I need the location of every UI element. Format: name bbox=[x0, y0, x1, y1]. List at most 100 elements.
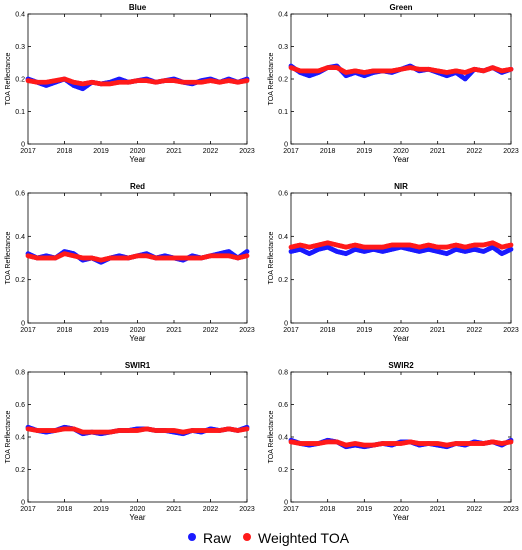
x-tick-label: 2019 bbox=[93, 148, 109, 155]
x-tick-label: 2018 bbox=[57, 506, 73, 513]
plot-frame bbox=[290, 13, 512, 145]
y-tick-label: 0.4 bbox=[15, 12, 25, 19]
x-tick-label: 2022 bbox=[203, 327, 219, 334]
x-tick-label: 2022 bbox=[467, 148, 483, 155]
panel-nir: NIR 2017 2018 2019 2020 2021 2022 2023 0 0.2 0.4 0.… bbox=[268, 182, 519, 343]
y-tick-label: 0.2 bbox=[15, 77, 25, 84]
y-axis-label: TOA Reflectance bbox=[268, 232, 275, 285]
x-tick-label: 2022 bbox=[203, 506, 219, 513]
plot-frame bbox=[290, 371, 512, 503]
x-tick-label: 2020 bbox=[393, 506, 409, 513]
x-tick-label: 2020 bbox=[130, 327, 146, 334]
y-tick-label: 0.4 bbox=[15, 435, 25, 442]
y-tick-label: 0.4 bbox=[278, 435, 288, 442]
x-tick-label: 2021 bbox=[166, 327, 182, 334]
x-tick-label: 2022 bbox=[203, 148, 219, 155]
raw-legend-marker bbox=[188, 533, 196, 541]
x-tick-label: 2023 bbox=[239, 327, 255, 334]
y-tick-label: 0.1 bbox=[278, 109, 288, 116]
y-tick-label: 0.1 bbox=[15, 109, 25, 116]
y-tick-label: 0.8 bbox=[278, 370, 288, 377]
series-weighted-toa bbox=[288, 65, 514, 75]
y-tick-label: 0 bbox=[21, 142, 25, 149]
panel-swir2: SWIR2 2017 2018 2019 2020 2021 2022 2023 0 0.2 0.4… bbox=[268, 361, 519, 522]
y-axis-label: TOA Reflectance bbox=[5, 232, 12, 285]
x-tick-label: 2017 bbox=[20, 327, 36, 334]
series-weighted-toa bbox=[25, 76, 250, 87]
x-tick-label: 2021 bbox=[166, 506, 182, 513]
y-tick-label: 0.6 bbox=[278, 191, 288, 198]
y-tick-label: 0.2 bbox=[278, 277, 288, 284]
raw-point bbox=[508, 246, 514, 252]
x-axis-label: Year bbox=[129, 334, 146, 343]
x-tick-label: 2023 bbox=[503, 506, 519, 513]
y-axis-label: TOA Reflectance bbox=[268, 411, 275, 464]
x-tick-label: 2020 bbox=[130, 506, 146, 513]
x-tick-label: 2017 bbox=[283, 327, 299, 334]
series-weighted-toa bbox=[25, 426, 250, 435]
x-axis-label: Year bbox=[393, 155, 410, 164]
y-axis-label: TOA Reflectance bbox=[5, 411, 12, 464]
x-tick-label: 2018 bbox=[320, 506, 336, 513]
y-tick-label: 0.4 bbox=[278, 12, 288, 19]
weighted-legend-label: Weighted TOA bbox=[258, 530, 350, 546]
figure-canvas: Blue 2017 2018 2019 2020 2021 2022 2023 0 0.1 0.2 0… bbox=[5, 3, 519, 522]
y-tick-label: 0 bbox=[284, 142, 288, 149]
x-tick-label: 2017 bbox=[283, 148, 299, 155]
plot-frame bbox=[27, 371, 248, 503]
x-tick-label: 2021 bbox=[430, 327, 446, 334]
x-tick-label: 2018 bbox=[57, 148, 73, 155]
series-weighted-toa bbox=[288, 240, 514, 250]
y-axis-label: TOA Reflectance bbox=[5, 53, 12, 106]
panel-title: SWIR1 bbox=[125, 361, 151, 370]
x-tick-label: 2017 bbox=[20, 148, 36, 155]
panel-title: NIR bbox=[394, 182, 408, 191]
y-tick-label: 0.3 bbox=[15, 44, 25, 51]
x-tick-label: 2018 bbox=[320, 327, 336, 334]
panel-green: Green 2017 2018 2019 2020 2021 2022 2023 0 0.1 0.2… bbox=[268, 3, 519, 164]
series-weighted-toa bbox=[288, 439, 514, 448]
x-tick-label: 2023 bbox=[239, 148, 255, 155]
weighted-point bbox=[508, 66, 514, 72]
x-tick-label: 2023 bbox=[503, 148, 519, 155]
x-axis-label: Year bbox=[393, 334, 410, 343]
x-tick-label: 2021 bbox=[430, 148, 446, 155]
plot-frame bbox=[290, 192, 512, 324]
panel-title: Red bbox=[130, 182, 145, 191]
weighted-point bbox=[244, 78, 250, 84]
x-tick-label: 2023 bbox=[239, 506, 255, 513]
x-tick-label: 2019 bbox=[357, 148, 373, 155]
x-axis-label: Year bbox=[129, 513, 146, 522]
x-tick-label: 2018 bbox=[57, 327, 73, 334]
y-tick-label: 0.3 bbox=[278, 44, 288, 51]
panel-title: Green bbox=[389, 3, 412, 12]
series-weighted-toa bbox=[25, 251, 250, 263]
x-axis-label: Year bbox=[393, 513, 410, 522]
legend: Raw Weighted TOA bbox=[0, 526, 522, 550]
x-tick-label: 2022 bbox=[467, 506, 483, 513]
y-tick-label: 0.6 bbox=[15, 402, 25, 409]
x-tick-label: 2021 bbox=[430, 506, 446, 513]
y-tick-label: 0.2 bbox=[15, 467, 25, 474]
y-tick-label: 0.2 bbox=[278, 467, 288, 474]
y-tick-label: 0.4 bbox=[278, 234, 288, 241]
series-raw bbox=[288, 244, 514, 257]
x-tick-label: 2019 bbox=[93, 327, 109, 334]
raw-point bbox=[244, 249, 250, 254]
weighted-point bbox=[244, 253, 250, 259]
y-tick-label: 0 bbox=[21, 321, 25, 328]
x-tick-label: 2017 bbox=[20, 506, 36, 513]
y-tick-label: 0 bbox=[21, 500, 25, 507]
x-tick-label: 2018 bbox=[320, 148, 336, 155]
x-tick-label: 2019 bbox=[357, 327, 373, 334]
y-tick-label: 0 bbox=[284, 321, 288, 328]
x-tick-label: 2020 bbox=[130, 148, 146, 155]
x-tick-label: 2021 bbox=[166, 148, 182, 155]
y-tick-label: 0.4 bbox=[15, 234, 25, 241]
y-tick-label: 0.8 bbox=[15, 370, 25, 377]
panel-blue: Blue 2017 2018 2019 2020 2021 2022 2023 0 0.1 0.2 0… bbox=[5, 3, 255, 164]
x-tick-label: 2019 bbox=[357, 506, 373, 513]
x-axis-label: Year bbox=[129, 155, 146, 164]
y-tick-label: 0.6 bbox=[15, 191, 25, 198]
panel-title: SWIR2 bbox=[388, 361, 414, 370]
